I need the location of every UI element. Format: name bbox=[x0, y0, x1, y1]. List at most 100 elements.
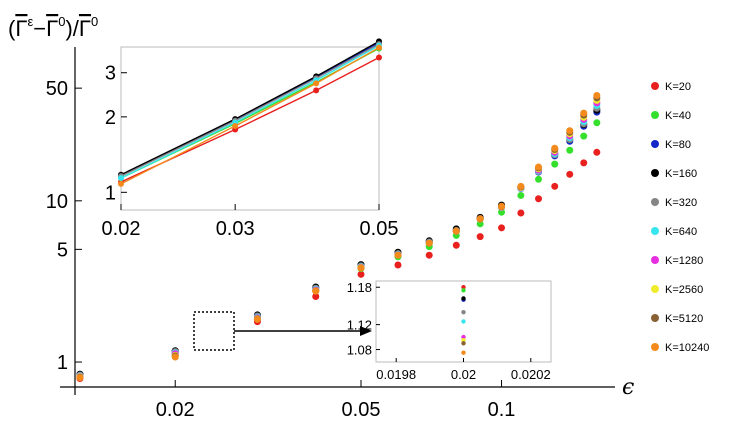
zoom-data-point bbox=[461, 350, 466, 355]
inset-series-line bbox=[120, 43, 380, 177]
y-axis-label: (Γε−Γ0)/Γ0 bbox=[8, 14, 98, 41]
x-tick-label: 0.02 bbox=[156, 399, 195, 421]
legend-marker bbox=[651, 140, 659, 148]
data-point bbox=[566, 170, 574, 178]
zoom-data-point bbox=[461, 309, 466, 315]
inset-x-tick-label: 0.02 bbox=[102, 218, 141, 240]
x-tick-label: 0.05 bbox=[342, 399, 381, 421]
zoom-arrow-head bbox=[360, 326, 372, 336]
data-point bbox=[593, 119, 601, 127]
data-point bbox=[498, 202, 506, 210]
inset-x-tick-label: 0.03 bbox=[216, 218, 255, 240]
data-point bbox=[535, 163, 543, 171]
legend-label: K=80 bbox=[665, 139, 691, 151]
legend-label: K=160 bbox=[665, 168, 697, 180]
data-point bbox=[593, 92, 601, 100]
inset-data-point bbox=[313, 80, 320, 87]
inset-y-tick-label: 2 bbox=[105, 107, 116, 129]
zoom-y-tick-label: 1.08 bbox=[347, 343, 372, 358]
zoom-x-tick-label: 0.0198 bbox=[376, 367, 416, 382]
inset-data-point bbox=[232, 122, 239, 129]
inset-top-ticks: 0.02 0.03 0.05 1 2 3 bbox=[102, 63, 399, 240]
data-point bbox=[357, 270, 365, 278]
inset-data-point bbox=[313, 87, 320, 94]
zoom-data-point bbox=[461, 296, 466, 301]
inset-series-line bbox=[120, 40, 380, 176]
inset-zoom-points bbox=[461, 285, 466, 355]
data-point bbox=[551, 144, 559, 152]
data-point bbox=[580, 132, 588, 140]
legend-label: K=5120 bbox=[665, 313, 703, 325]
data-point bbox=[476, 215, 484, 223]
inset-x-tick-label: 0.05 bbox=[360, 218, 399, 240]
zoom-x-tick-label: 0.02 bbox=[451, 367, 476, 382]
data-point bbox=[566, 146, 574, 154]
inset-zoom-chart: 0.0198 0.02 0.0202 1.08 1.12 1.18 bbox=[347, 280, 552, 382]
data-point bbox=[452, 241, 460, 249]
inset-y-tick-label: 1 bbox=[105, 182, 116, 204]
inset-series-k-10240 bbox=[118, 44, 382, 187]
zoom-y-tick-label: 1.12 bbox=[347, 318, 372, 333]
data-point bbox=[312, 292, 320, 300]
data-point bbox=[593, 148, 601, 156]
legend-label: K=2560 bbox=[665, 284, 703, 296]
data-point bbox=[566, 127, 574, 135]
zoom-data-point bbox=[461, 337, 466, 343]
inset-top-lines bbox=[118, 38, 382, 187]
series-k-10240 bbox=[76, 92, 601, 382]
data-point bbox=[535, 195, 543, 203]
data-point bbox=[551, 160, 559, 168]
zoom-data-point bbox=[461, 319, 466, 324]
legend-label: K=10240 bbox=[665, 342, 709, 354]
legend-label: K=640 bbox=[665, 226, 697, 238]
legend-marker bbox=[651, 314, 659, 322]
zoom-region-box bbox=[193, 311, 235, 351]
inset-data-point bbox=[376, 44, 382, 51]
data-point bbox=[425, 251, 433, 259]
data-point bbox=[394, 251, 402, 259]
data-point bbox=[535, 175, 543, 183]
inset-series-line bbox=[120, 44, 380, 179]
legend: K=20 K=40 K=80 K=160 K=320 K=640 K=1280 K=2560 K… bbox=[651, 81, 709, 354]
inset-top-frame bbox=[120, 46, 380, 211]
y-tick-label: 1 bbox=[57, 352, 68, 374]
data-point bbox=[76, 374, 84, 382]
data-point bbox=[425, 239, 433, 247]
inset-zoom-ticks: 0.0198 0.02 0.0202 1.08 1.12 1.18 bbox=[347, 280, 551, 382]
legend-label: K=1280 bbox=[665, 255, 703, 267]
zoom-data-point bbox=[461, 334, 466, 340]
legend-marker bbox=[651, 198, 659, 206]
inset-series-line bbox=[120, 46, 380, 185]
y-tick-label: 5 bbox=[57, 239, 68, 261]
data-point bbox=[517, 191, 525, 199]
data-point bbox=[452, 227, 460, 235]
legend-marker bbox=[651, 227, 659, 235]
inset-data-point bbox=[376, 54, 382, 61]
data-point bbox=[476, 233, 484, 241]
y-tick-label: 50 bbox=[46, 78, 68, 100]
data-point bbox=[253, 315, 261, 323]
data-point bbox=[580, 159, 588, 167]
legend-label: K=40 bbox=[665, 110, 691, 122]
legend-marker bbox=[651, 256, 659, 264]
main-ticks: 0.02 0.05 0.1 1 5 10 50 bbox=[46, 78, 516, 421]
zoom-y-tick-label: 1.18 bbox=[347, 280, 372, 295]
inset-y-tick-label: 3 bbox=[105, 63, 116, 85]
data-point bbox=[551, 182, 559, 190]
inset-data-point bbox=[118, 175, 124, 182]
data-point bbox=[312, 287, 320, 295]
main-points bbox=[76, 92, 601, 383]
data-point bbox=[171, 353, 179, 361]
zoom-data-point bbox=[461, 288, 466, 293]
legend-marker bbox=[651, 285, 659, 293]
zoom-data-point bbox=[461, 285, 466, 290]
inset-data-point bbox=[118, 180, 124, 187]
data-point bbox=[357, 264, 365, 272]
legend-marker bbox=[651, 343, 659, 351]
zoom-data-point bbox=[461, 341, 466, 346]
legend-label: K=320 bbox=[665, 197, 697, 209]
legend-marker bbox=[651, 82, 659, 90]
x-tick-label: 0.1 bbox=[488, 399, 516, 421]
x-axis-label: ϵ bbox=[622, 375, 634, 400]
